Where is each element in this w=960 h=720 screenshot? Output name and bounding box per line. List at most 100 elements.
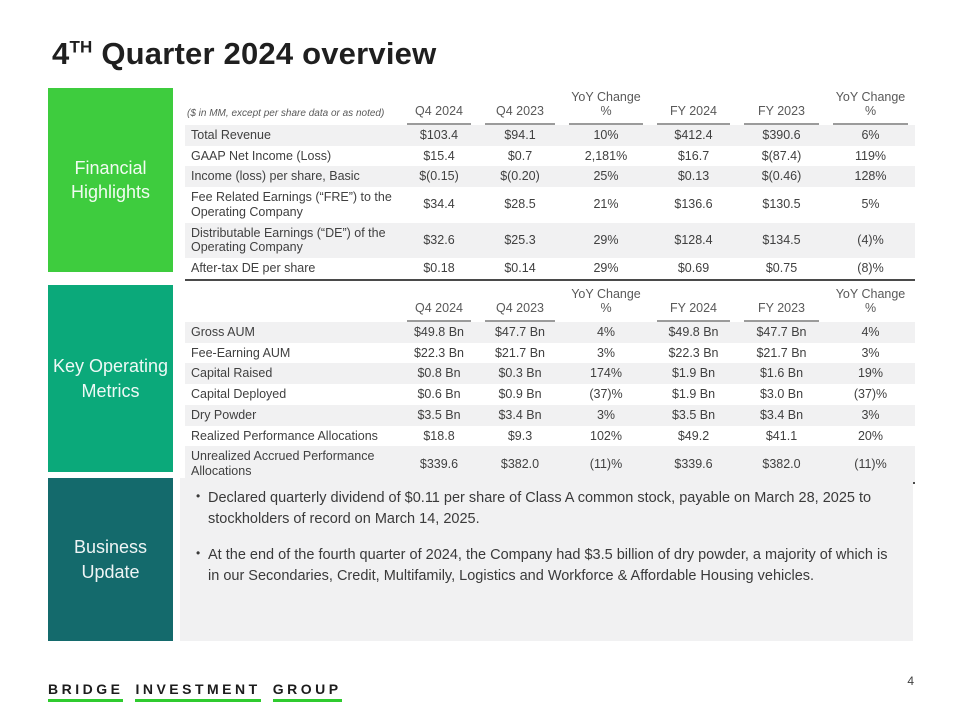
cell-value: 3% (861, 407, 880, 422)
column-header-fy-2023: FY 2023 (737, 88, 826, 125)
logo-word-investment: INVESTMENT (135, 681, 261, 702)
cell-value: $1.9 Bn (671, 366, 716, 381)
cell-value: $9.3 (507, 428, 533, 443)
cell-value: $1.9 Bn (671, 387, 716, 401)
cell-value: $3.4 Bn (498, 407, 542, 422)
cell-value: 2,181% (584, 148, 628, 163)
cell-value: $0.7 (507, 148, 533, 163)
row-label: Distributable Earnings (“DE”) of the Ope… (191, 225, 386, 255)
bullet-item: Declared quarterly dividend of $0.11 per… (194, 488, 897, 530)
title-number: 4 (52, 36, 70, 71)
row-label: Gross AUM (191, 324, 255, 339)
cell-value: 19% (857, 366, 884, 381)
cell-value: $49.2 (677, 428, 710, 443)
column-header-yoy-change: YoY Change % (562, 88, 650, 125)
cell-value: $0.69 (650, 258, 737, 281)
table-row: Capital Raised $0.8 Bn $0.3 Bn 174% $1.9 Bn $… (185, 363, 915, 384)
cell-value: 29% (593, 232, 619, 247)
column-header-fy-2024: FY 2024 (650, 88, 737, 125)
cell-value: $32.6 (423, 232, 455, 247)
cell-value: $0.8 Bn (417, 366, 461, 381)
cell-value: $128.4 (674, 232, 713, 247)
cell-value: $136.6 (674, 197, 713, 212)
cell-value: 29% (562, 258, 650, 281)
cell-value: $0.18 (400, 258, 478, 281)
row-label: Fee-Earning AUM (191, 345, 291, 360)
cell-value: (4)% (857, 232, 884, 247)
cell-value: $47.7 Bn (494, 324, 546, 339)
cell-value: $103.4 (419, 127, 459, 142)
cell-value: $1.6 Bn (759, 366, 804, 381)
column-header-q4-2023: Q4 2023 (478, 285, 562, 322)
cell-value: $41.1 (765, 428, 798, 443)
cell-value: 3% (596, 345, 616, 360)
cell-value: $94.1 (504, 127, 536, 142)
cell-value: $25.3 (504, 232, 536, 247)
cell-value: $0.14 (478, 258, 562, 281)
cell-value: $0.6 Bn (417, 387, 461, 401)
cell-value: $28.5 (504, 197, 536, 212)
table-row: Unrealized Accrued Performance Allocatio… (185, 446, 915, 484)
column-header-q4-2024: Q4 2024 (400, 88, 478, 125)
cell-value: $34.4 (423, 197, 455, 212)
table-row: After-tax DE per share $0.18 $0.14 29% $0.69… (185, 258, 915, 281)
table-row: Capital Deployed $0.6 Bn $0.9 Bn (37)% $1.9 … (185, 384, 915, 405)
row-label: Dry Powder (191, 407, 257, 422)
logo-word-bridge: BRIDGE (48, 681, 124, 702)
section-label-text: Business Update (73, 537, 148, 582)
row-label: Realized Performance Allocations (191, 428, 378, 443)
column-header-fy-2023: FY 2023 (737, 285, 826, 322)
cell-value: $3.0 Bn (759, 387, 804, 401)
section-label-financial-highlights: Financial Highlights (48, 88, 173, 272)
cell-value: $0.13 (677, 169, 710, 184)
table-row: Distributable Earnings (“DE”) of the Ope… (185, 222, 915, 258)
table-row: Fee Related Earnings (“FRE”) to the Oper… (185, 187, 915, 223)
cell-value: $47.7 Bn (756, 324, 807, 339)
cell-value: $3.5 Bn (417, 407, 461, 422)
cell-value: $22.3 Bn (413, 345, 465, 360)
section-label-text: Key Operating Metrics (52, 356, 169, 401)
cell-value: $3.4 Bn (759, 407, 804, 422)
cell-value: $22.3 Bn (668, 345, 719, 360)
cell-value: 4% (861, 324, 880, 339)
cell-value: $(0.15) (419, 169, 459, 184)
cell-value: $(87.4) (761, 148, 802, 163)
empty-header-cell (185, 285, 400, 322)
cell-value: 6% (861, 127, 880, 142)
cell-value: $15.4 (423, 148, 455, 163)
cell-value: 3% (596, 407, 616, 422)
column-header-q4-2024: Q4 2024 (400, 285, 478, 322)
cell-value: (37)% (589, 387, 623, 401)
cell-value: $0.3 Bn (498, 366, 542, 381)
bullet-item: At the end of the fourth quarter of 2024… (194, 545, 897, 587)
cell-value: $(0.20) (500, 169, 540, 184)
cell-value: $21.7 Bn (756, 345, 807, 360)
bridge-investment-group-logo: BRIDGE INVESTMENT GROUP (48, 681, 354, 702)
cell-value: $0.9 Bn (498, 387, 542, 401)
column-header-q4-2023: Q4 2023 (478, 88, 562, 125)
page-number: 4 (907, 674, 914, 688)
cell-value: $3.5 Bn (671, 407, 716, 422)
row-label: GAAP Net Income (Loss) (191, 148, 332, 163)
table-row: Fee-Earning AUM $22.3 Bn $21.7 Bn 3% $22.3 B… (185, 343, 915, 364)
row-label: Total Revenue (191, 127, 271, 142)
cell-value: 21% (593, 197, 619, 212)
cell-value: $(0.46) (761, 169, 802, 184)
table-row: Gross AUM $49.8 Bn $47.7 Bn 4% $49.8 Bn $47.7… (185, 321, 915, 343)
cell-value: $390.6 (762, 127, 801, 142)
cell-value: $18.8 (423, 428, 455, 443)
section-label-key-operating-metrics: Key Operating Metrics (48, 285, 173, 472)
financial-highlights-table: ($ in MM, except per share data or as no… (185, 88, 915, 281)
business-update-panel: Declared quarterly dividend of $0.11 per… (180, 478, 913, 641)
column-header-fy-2024: FY 2024 (650, 285, 737, 322)
cell-value: $382.0 (737, 446, 826, 484)
cell-value: 4% (596, 324, 616, 339)
column-header-yoy-change: YoY Change % (571, 287, 641, 316)
row-label: Capital Deployed (191, 387, 287, 401)
cell-value: 3% (861, 345, 880, 360)
table-row: GAAP Net Income (Loss) $15.4 $0.7 2,181% $16… (185, 146, 915, 167)
cell-value: $21.7 Bn (494, 345, 546, 360)
cell-value: 128% (854, 169, 887, 184)
table-row: Dry Powder $3.5 Bn $3.4 Bn 3% $3.5 Bn $3.4 Bn… (185, 404, 915, 426)
table-note: ($ in MM, except per share data or as no… (187, 108, 385, 120)
